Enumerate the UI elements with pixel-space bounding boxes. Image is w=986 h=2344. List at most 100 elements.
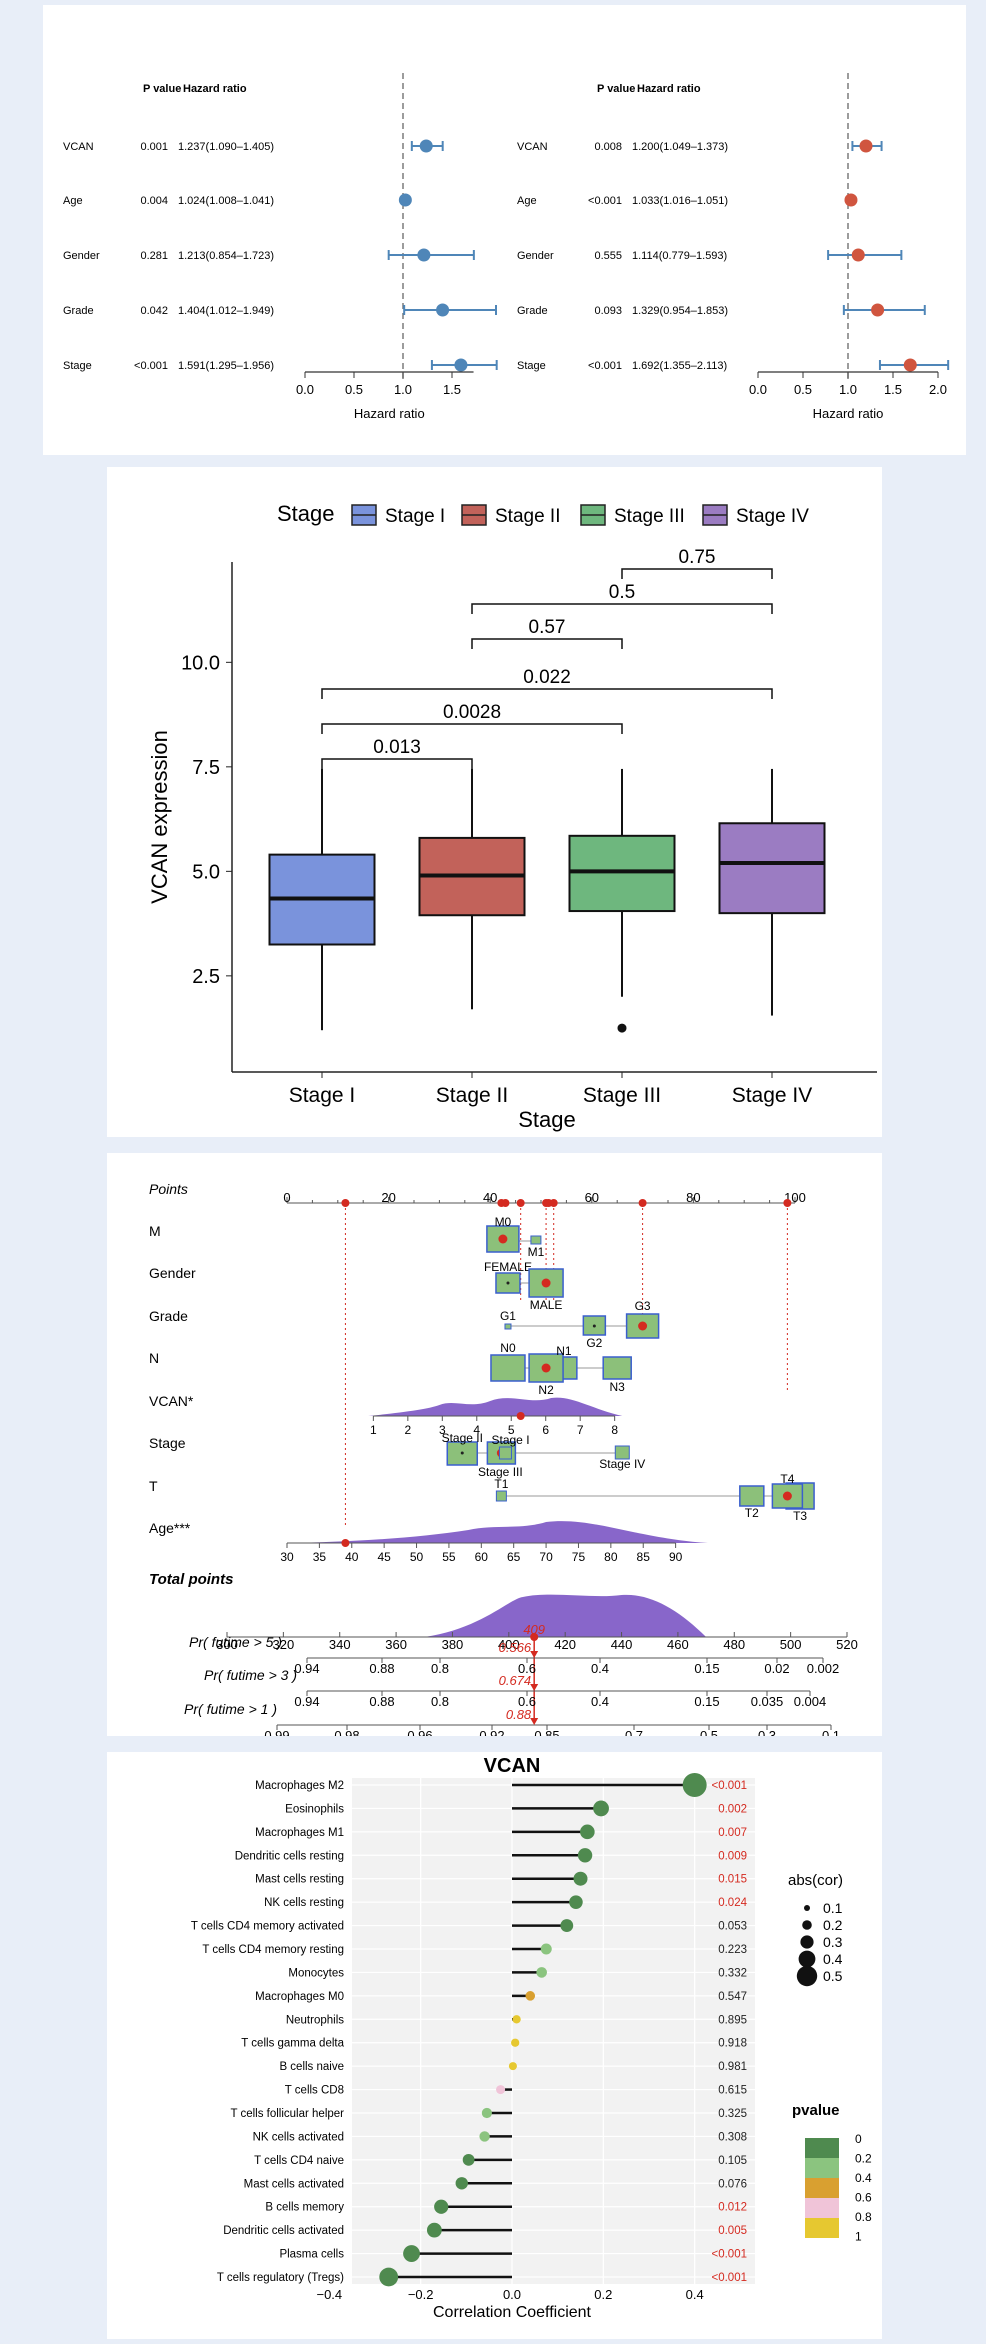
cell-label: T cells CD8 [285, 2085, 344, 2097]
prob-row-label: Pr( futime > 5 ) [189, 1634, 282, 1650]
pvalue-label: 0.007 [718, 1827, 747, 1839]
selected-dot [541, 1278, 551, 1288]
pvalue-label: 0.002 [718, 1803, 747, 1815]
selected-dot [541, 1363, 551, 1373]
p-legend-label: 0.6 [855, 2191, 872, 2205]
pvalue-label: 0.012 [718, 2202, 747, 2214]
size-legend-title: abs(cor) [788, 1872, 843, 1889]
prob-tick-label: 0.98 [334, 1728, 359, 1736]
lollipop-dot [403, 2245, 420, 2262]
lollipop-dot [512, 2015, 521, 2024]
tick-label: 1 [370, 1423, 377, 1437]
lollipop-dot [577, 1848, 593, 1863]
category-box [528, 1268, 564, 1298]
x-tick-label: Stage II [436, 1084, 508, 1107]
total-tick-label: 460 [667, 1637, 689, 1652]
prob-tick-label: 0.92 [479, 1728, 504, 1736]
prob-tick-label: 0.15 [694, 1661, 719, 1676]
forest-row-label: VCAN [63, 141, 94, 153]
tick-label: 6 [542, 1423, 549, 1437]
size-legend-dot [798, 1950, 816, 1968]
category-box [739, 1485, 765, 1507]
lollipop-chart: −0.4 −0.2 0.0 0.2 0.4 VCAN Correlation Coeffic… [191, 1755, 872, 2321]
cell-label: Plasma cells [279, 2249, 344, 2261]
tick-label: 4 [473, 1423, 480, 1437]
tick-label: 45 [377, 1550, 391, 1564]
x-tick-label: Stage IV [732, 1084, 813, 1107]
tick-label: 2 [404, 1423, 411, 1437]
prob-arrow [530, 1651, 539, 1658]
total-tick-label: 480 [723, 1637, 745, 1652]
prob-tick-label: 0.6 [518, 1694, 536, 1709]
comparison-pvalue: 0.013 [373, 737, 421, 758]
prob-arrow [530, 1718, 539, 1725]
total-tick-label: 440 [611, 1637, 633, 1652]
forest-row-p: 0.042 [140, 305, 168, 317]
pvalue-label: 0.325 [718, 2108, 747, 2120]
x-tick-label: 0.4 [686, 2287, 704, 2302]
tick-label: 5 [508, 1423, 515, 1437]
points-tick-label: 40 [483, 1190, 497, 1205]
tick-label: T3 [793, 1509, 807, 1523]
row-label: N [149, 1350, 159, 1366]
forest-row-hr: 1.200(1.049–1.373) [632, 141, 728, 153]
chart-title: VCAN [484, 1755, 541, 1777]
prob-value: 0.674 [499, 1673, 532, 1688]
forest-row-p: <0.001 [588, 195, 622, 207]
tick-label: G1 [500, 1309, 516, 1323]
prob-row-label: Pr( futime > 3 ) [204, 1667, 297, 1683]
tick-label: Stage III [478, 1465, 523, 1479]
forest-row-hr: 1.404(1.012–1.949) [178, 305, 274, 317]
p-legend-label: 0.4 [855, 2171, 872, 2185]
category-center [506, 1281, 510, 1285]
tick-label: T2 [745, 1506, 759, 1520]
prob-tick-label: 0.002 [807, 1661, 840, 1676]
legend-title: Stage [277, 501, 335, 526]
pvalue-label: <0.001 [712, 2249, 748, 2261]
lollipop-dot [580, 1824, 595, 1840]
category-center [460, 1451, 464, 1455]
p-legend-swatch [805, 2178, 839, 2198]
hr-point [851, 248, 865, 262]
size-legend-dot [796, 1965, 818, 1987]
cell-label: T cells CD4 naive [254, 2155, 344, 2167]
cell-label: Macrophages M0 [255, 1991, 344, 2003]
pvalue-label: 0.332 [718, 1967, 747, 1979]
pvalue-label: 0.547 [718, 1991, 747, 2003]
cell-label: Dendritic cells activated [223, 2225, 344, 2237]
lollipop-dot [536, 1967, 547, 1978]
lollipop-dot [379, 2267, 399, 2287]
size-legend-dot [802, 1920, 812, 1930]
prob-value: 0.88 [506, 1707, 532, 1722]
lollipop-dot [434, 2199, 449, 2214]
forest-row-hr: 1.237(1.090–1.405) [178, 141, 274, 153]
forest-row-label: Stage [63, 360, 92, 372]
pvalue-label: <0.001 [712, 2272, 748, 2284]
prob-tick-label: 0.94 [294, 1694, 319, 1709]
comparison-pvalue: 0.5 [609, 582, 635, 603]
size-legend-label: 0.5 [823, 1968, 843, 1984]
prob-tick-label: 0.85 [534, 1728, 559, 1736]
comparison-bracket [321, 688, 773, 699]
y-axis-label: VCAN expression [147, 730, 172, 904]
lollipop-dot [525, 1991, 536, 2001]
outlier-point [617, 1023, 627, 1033]
hr-point [417, 248, 431, 262]
selected-point-marker [501, 1199, 510, 1207]
legend-label: Stage II [495, 506, 561, 527]
forest-row-label: VCAN [517, 141, 548, 153]
prob-tick-label: 0.88 [369, 1661, 394, 1676]
hr-point [436, 303, 450, 317]
tick-label: Stage I [492, 1433, 530, 1447]
cell-label: Neutrophils [286, 2014, 344, 2026]
forest-header-hr: Hazard ratio [183, 83, 247, 95]
tick-label: 40 [345, 1550, 359, 1564]
tick-label: 30 [280, 1550, 294, 1564]
total-tick-label: 320 [273, 1637, 295, 1652]
pvalue-label: 0.105 [718, 2155, 747, 2167]
hr-point [903, 358, 917, 372]
prob-tick-label: 0.6 [518, 1661, 536, 1676]
forest-row-label: Grade [517, 305, 548, 317]
forest-row-hr: 1.213(0.854–1.723) [178, 250, 274, 262]
